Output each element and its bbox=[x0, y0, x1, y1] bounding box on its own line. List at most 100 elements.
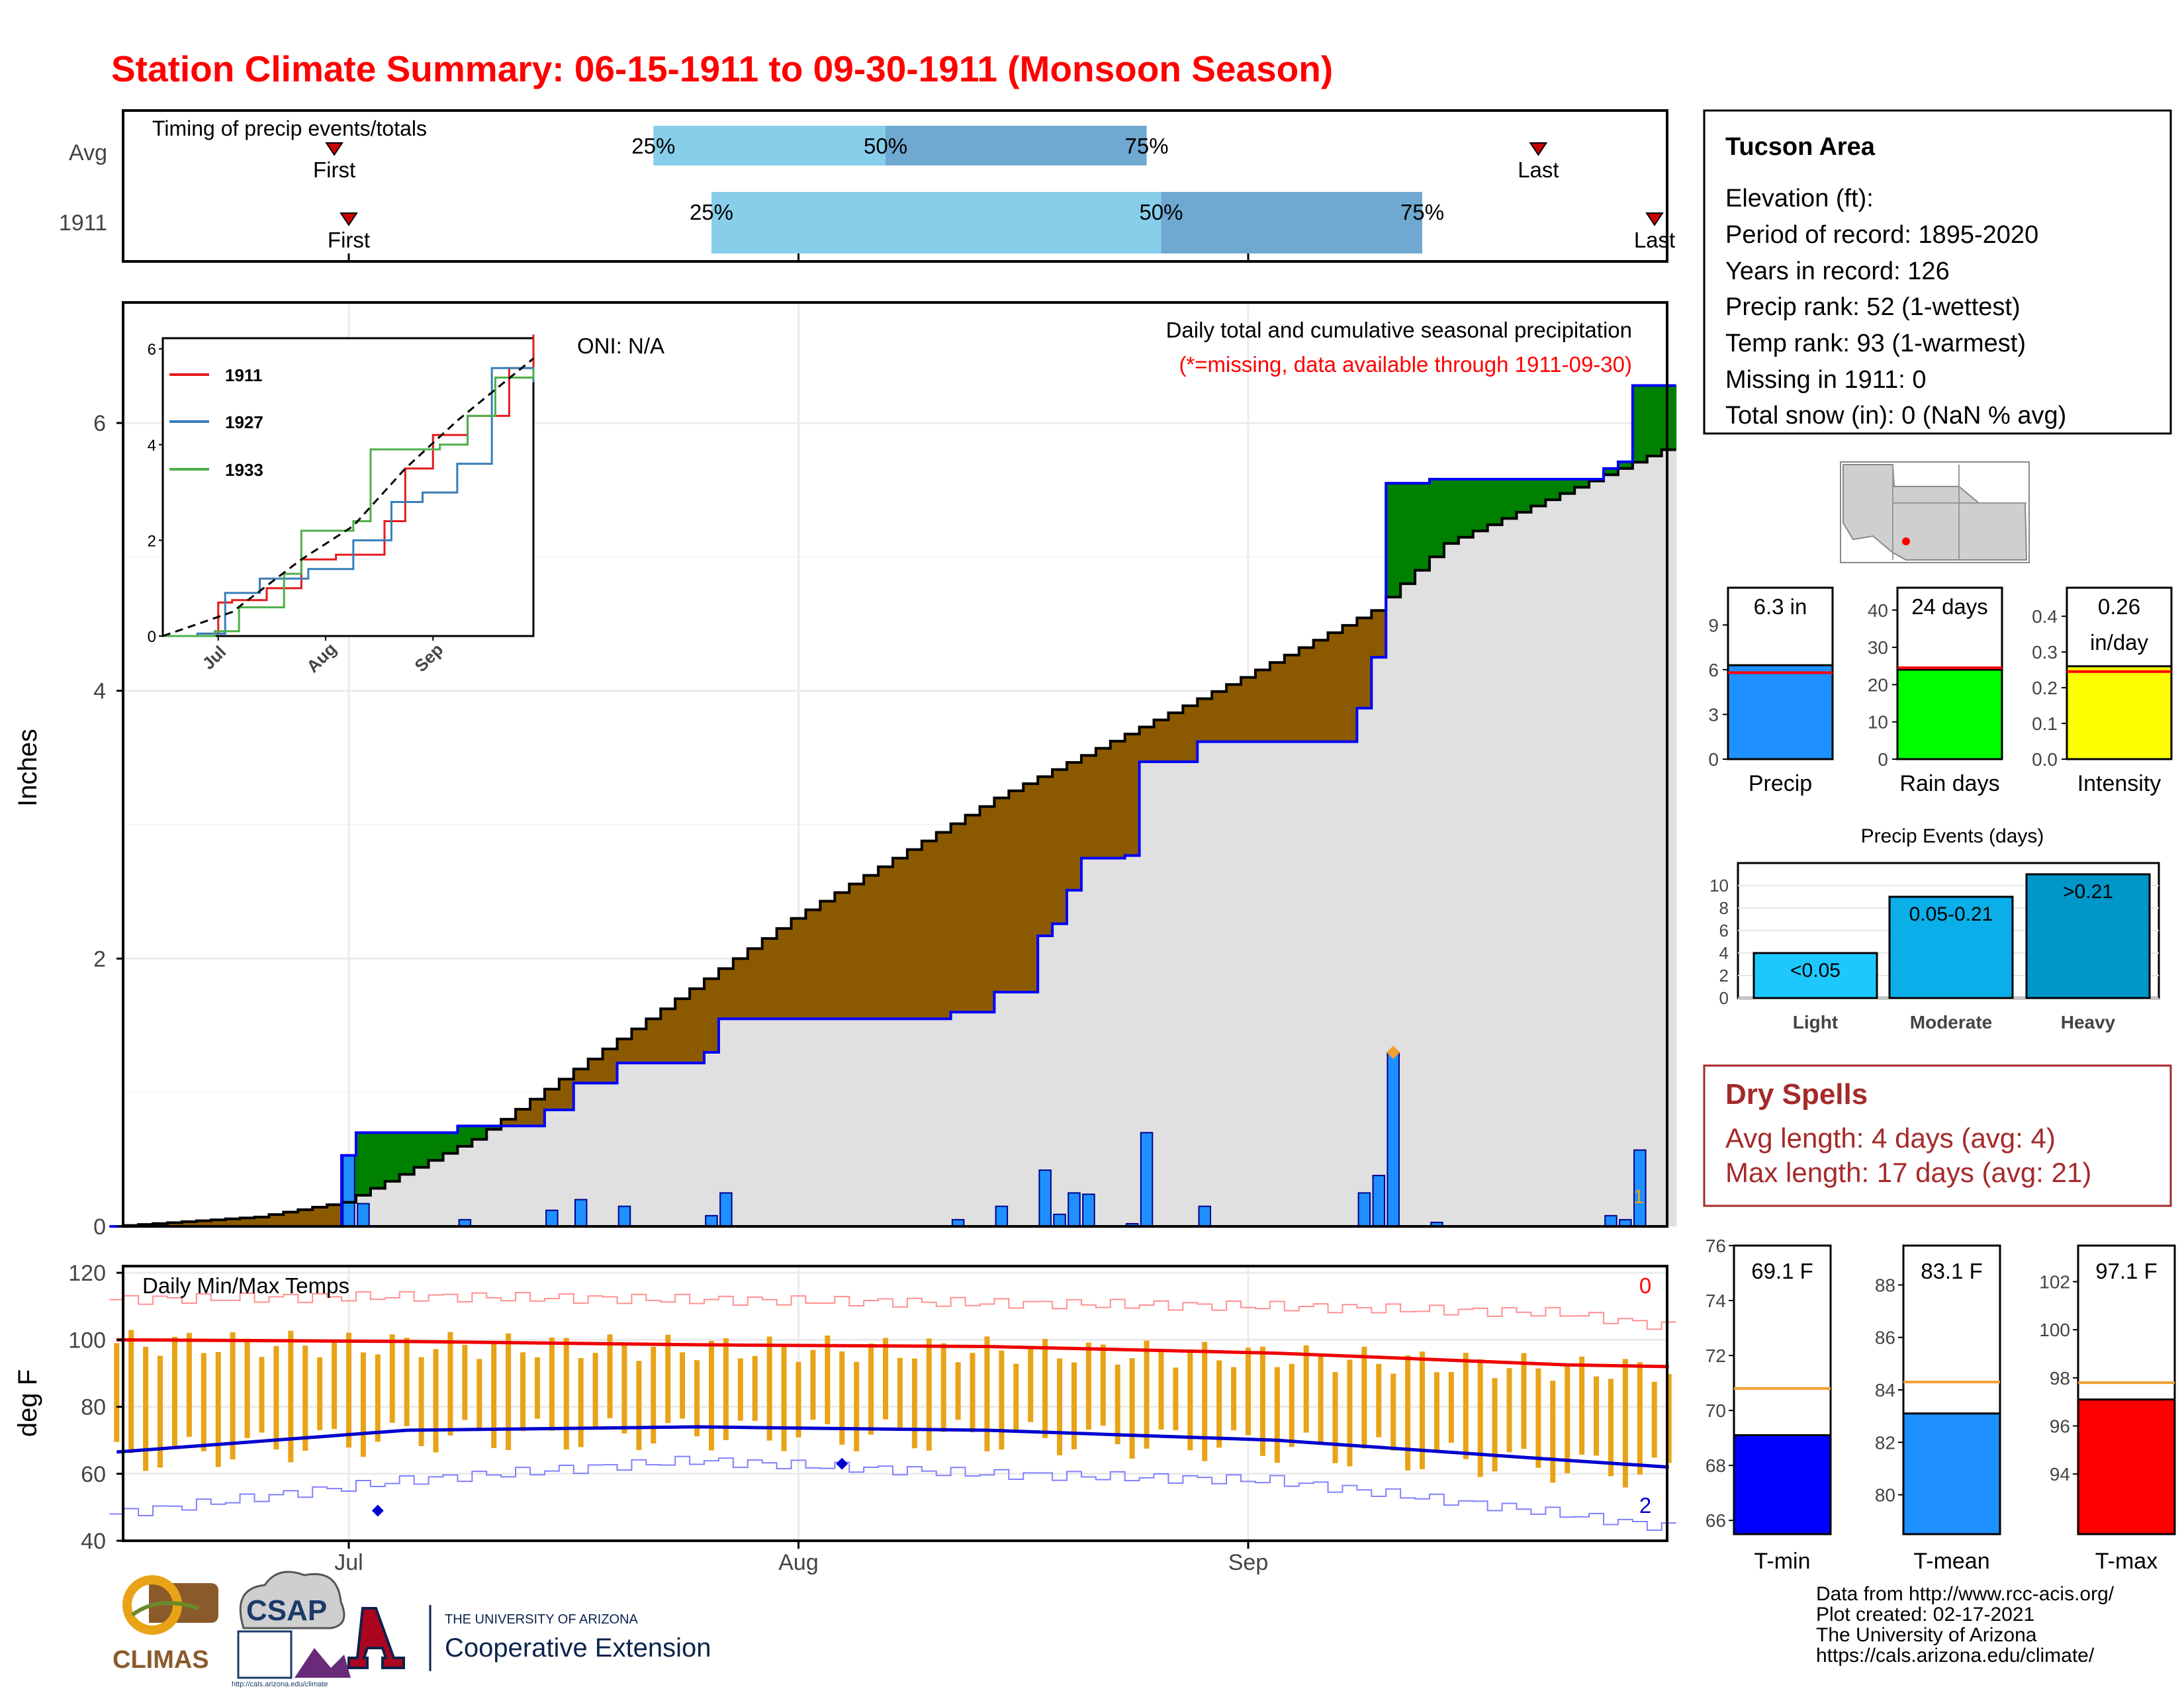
cumulative-base-area bbox=[1574, 487, 1590, 1227]
daily-temp-range-bar bbox=[897, 1357, 903, 1428]
temp-max-count: 0 bbox=[1639, 1273, 1651, 1298]
daily-temp-range-bar bbox=[1448, 1371, 1454, 1443]
temp-heading: Daily Min/Max Temps bbox=[142, 1273, 349, 1298]
summary-bar-rain-days bbox=[1896, 668, 2003, 760]
timing-first-marker-icon bbox=[325, 142, 343, 156]
events-y-tick-label: 6 bbox=[1719, 921, 1729, 940]
max-daily-marker bbox=[1387, 1045, 1400, 1059]
daily-temp-range-bar bbox=[158, 1355, 163, 1468]
daily-temp-range-bar bbox=[1594, 1376, 1600, 1456]
deficit-area bbox=[529, 1099, 545, 1126]
deficit-area bbox=[936, 832, 952, 1019]
events-bar-moderate bbox=[1888, 895, 2014, 999]
daily-temp-range-bar bbox=[1202, 1342, 1208, 1461]
temp-bar-tick-label: 94 bbox=[2050, 1464, 2070, 1485]
summary-bar-value-label: 0.26 bbox=[2098, 594, 2140, 619]
precip-marks bbox=[109, 384, 1677, 1228]
deficit-area bbox=[1357, 617, 1372, 709]
daily-temp-range-bar bbox=[418, 1357, 424, 1447]
daily-precip-bar bbox=[1082, 1193, 1095, 1228]
surplus-area bbox=[399, 1132, 415, 1175]
cumulative-base-area bbox=[1632, 462, 1648, 1226]
temp-bar-name: T-min bbox=[1754, 1549, 1811, 1574]
cumulative-base-area bbox=[994, 991, 1009, 1226]
daily-precip-bar bbox=[545, 1209, 559, 1227]
daily-precip-bar bbox=[719, 1192, 733, 1227]
timing-first-label: First bbox=[313, 158, 355, 182]
location-map bbox=[1840, 461, 2030, 563]
summary-bar-tick-label: 10 bbox=[1868, 712, 1888, 733]
daily-temp-range-bar bbox=[171, 1336, 177, 1447]
surplus-area bbox=[1531, 479, 1546, 506]
deficit-area bbox=[907, 849, 923, 1019]
summary-bar-tick-label: 6 bbox=[1708, 660, 1719, 680]
deficit-area bbox=[791, 918, 807, 1019]
precip-count-label: 1 bbox=[1633, 1186, 1645, 1208]
cumulative-base-area bbox=[1168, 761, 1183, 1226]
timing-label-50: 50% bbox=[864, 134, 907, 158]
daily-precip-bar bbox=[617, 1205, 631, 1228]
daily-temp-range-bar bbox=[578, 1357, 584, 1447]
daily-temp-range-bar bbox=[317, 1357, 323, 1430]
temp-min-count: 2 bbox=[1639, 1493, 1651, 1518]
daily-temp-range-bar bbox=[1420, 1351, 1426, 1469]
daily-temp-range-bar bbox=[1651, 1381, 1657, 1458]
precip-ylabel: Inches bbox=[13, 729, 42, 807]
temp-bar-t-max bbox=[2077, 1398, 2176, 1535]
cumulative-base-area bbox=[1487, 524, 1503, 1226]
precip-panel-frame bbox=[122, 301, 1668, 1228]
temp-bar-tick-label: 66 bbox=[1706, 1510, 1726, 1531]
deficit-area bbox=[733, 958, 749, 1019]
daily-temp-range-bar bbox=[477, 1359, 482, 1429]
inset-y-tick-label: 2 bbox=[148, 532, 156, 550]
cumulative-base-area bbox=[1589, 480, 1604, 1226]
temp-bar-tick-label: 82 bbox=[1875, 1432, 1895, 1453]
info-temp-rank: Temp rank: 93 (1-warmest) bbox=[1725, 330, 2026, 357]
temp-marks bbox=[109, 1291, 1676, 1531]
daily-precip-bar bbox=[705, 1214, 718, 1227]
avg-min-line bbox=[116, 1425, 1669, 1469]
daily-temp-range-bar bbox=[1506, 1368, 1512, 1453]
cumulative-base-area bbox=[1009, 991, 1024, 1226]
cumulative-base-area bbox=[1212, 741, 1227, 1226]
cumulative-base-area bbox=[1110, 858, 1126, 1226]
temp-bar-tick-label: 98 bbox=[2050, 1368, 2070, 1389]
cumulative-base-area bbox=[1124, 855, 1140, 1226]
surplus-area bbox=[1632, 385, 1648, 463]
cumulative-base-area bbox=[660, 1063, 676, 1226]
events-y-tick-label: 8 bbox=[1719, 898, 1729, 918]
daily-temp-range-bar bbox=[1463, 1352, 1469, 1459]
timing-label-75: 75% bbox=[1125, 134, 1169, 158]
cumulative-base-area bbox=[1473, 531, 1488, 1227]
csap-cloud-shape bbox=[239, 1571, 345, 1629]
daily-precip-bar bbox=[1372, 1175, 1386, 1228]
daily-temp-range-bar bbox=[926, 1338, 932, 1451]
deficit-area bbox=[1154, 719, 1169, 762]
cumulative-base-area bbox=[1095, 858, 1111, 1226]
timing-heading: Timing of precip events/totals bbox=[152, 116, 427, 140]
surplus-area bbox=[1604, 468, 1619, 475]
info-area: Tucson Area bbox=[1725, 133, 1876, 161]
daily-temp-range-bar bbox=[201, 1353, 206, 1451]
summary-bar-tick-label: 0 bbox=[1878, 749, 1888, 770]
info-missing: Missing in 1911: 0 bbox=[1725, 366, 1926, 394]
deficit-area bbox=[1009, 790, 1024, 992]
surplus-area bbox=[1458, 479, 1474, 537]
daily-temp-range-bar bbox=[955, 1362, 961, 1420]
surplus-area bbox=[414, 1132, 430, 1167]
daily-temp-range-bar bbox=[1390, 1373, 1396, 1451]
temp-bar-tick-label: 96 bbox=[2050, 1416, 2070, 1437]
deficit-area bbox=[516, 1109, 531, 1126]
timing-label-25: 25% bbox=[631, 134, 675, 158]
temp-bar-name: T-mean bbox=[1913, 1549, 1989, 1574]
deficit-area bbox=[1284, 655, 1300, 742]
daily-temp-range-bar bbox=[1332, 1372, 1338, 1463]
summary-bar-name: Precip bbox=[1749, 771, 1812, 796]
cumulative-base-area bbox=[428, 1160, 444, 1226]
cumulative-base-area bbox=[1298, 741, 1314, 1226]
summary-bar-intensity bbox=[2066, 665, 2173, 760]
inset-y-tick-label: 6 bbox=[148, 341, 156, 359]
daily-temp-range-bar bbox=[1405, 1355, 1411, 1471]
surplus-area bbox=[472, 1126, 487, 1140]
timing-label-75: 75% bbox=[1400, 200, 1444, 224]
